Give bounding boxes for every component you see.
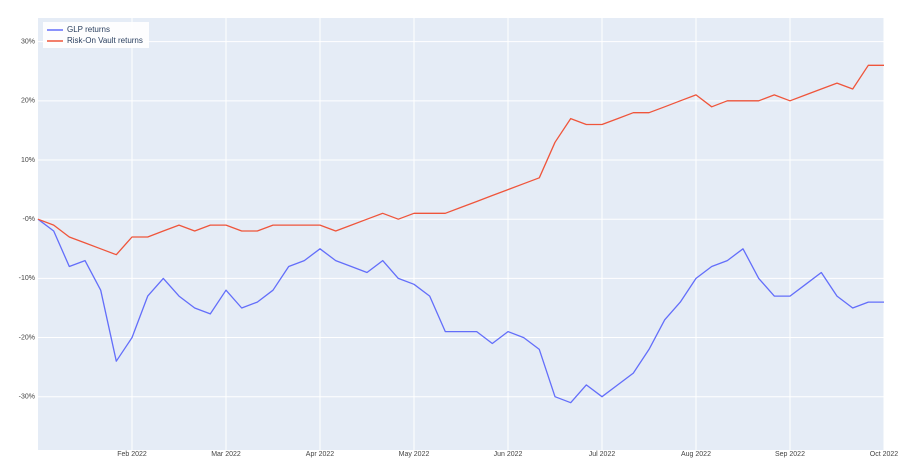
y-tick-label: -30% [19, 394, 35, 401]
y-tick-label: -10% [19, 275, 35, 282]
x-tick-label: Sep 2022 [775, 451, 805, 458]
x-tick-label: Feb 2022 [117, 451, 147, 458]
plot-area [38, 18, 884, 450]
y-tick-label: 30% [21, 39, 35, 46]
line [37, 218, 884, 404]
x-tick-label: May 2022 [399, 451, 430, 458]
x-tick-label: Mar 2022 [211, 451, 241, 458]
legend-box [43, 22, 149, 48]
legend: GLP returns Risk-On Vault returns [43, 22, 149, 48]
line [37, 64, 884, 256]
y-tick-label: -20% [19, 334, 35, 341]
x-tick-label: Jul 2022 [589, 451, 616, 458]
y-tick-label: 20% [21, 98, 35, 105]
y-tick-label: 10% [21, 157, 35, 164]
x-tick-label: Jun 2022 [494, 451, 523, 458]
legend-label: GLP returns [67, 25, 110, 34]
y-tick-label: -0% [23, 216, 35, 223]
x-tick-label: Apr 2022 [306, 451, 335, 458]
x-tick-label: Aug 2022 [681, 451, 711, 458]
x-tick-label: Oct 2022 [870, 451, 899, 458]
legend-label: Risk-On Vault returns [67, 36, 143, 45]
